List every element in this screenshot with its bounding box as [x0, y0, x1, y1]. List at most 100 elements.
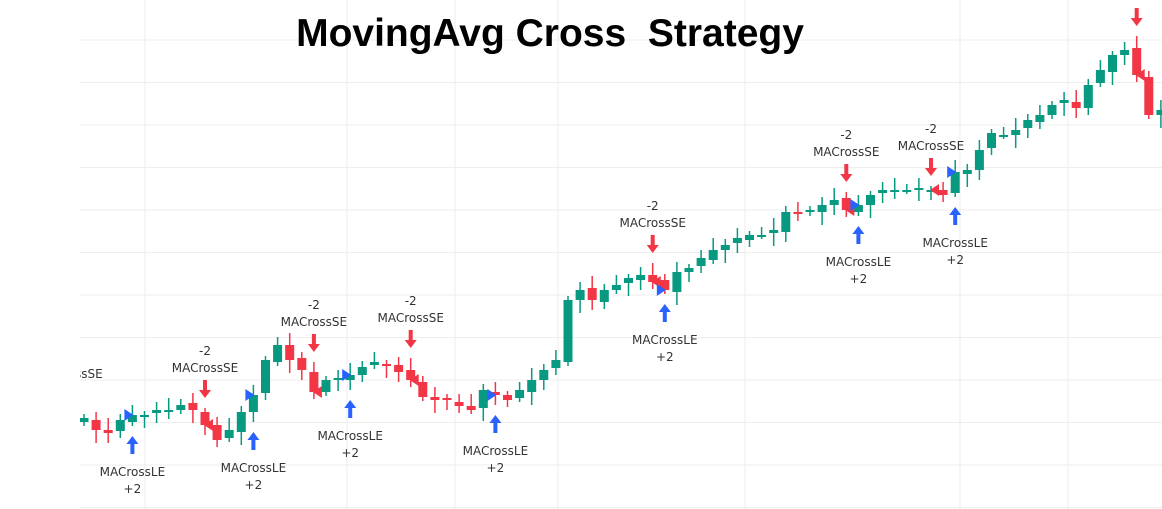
signal-label: MACrossSE [281, 315, 347, 329]
candle [212, 417, 222, 447]
candle [902, 184, 912, 194]
signal-label: MACrossSE [36, 367, 102, 381]
candle [890, 178, 900, 199]
arrow-up-icon [247, 432, 260, 450]
candle [261, 356, 270, 400]
plot-area: MACrossSE -2 MACrossLE +2 MACrossSE -2 MACross… [36, 0, 1162, 496]
candle-body [418, 382, 428, 397]
signal-qty: +2 [245, 478, 263, 492]
candle-body [781, 212, 791, 232]
signal-label: MACrossLE [221, 461, 287, 475]
candle [369, 352, 379, 369]
candle-body [297, 358, 307, 370]
candle [406, 358, 416, 387]
candle [1023, 114, 1033, 138]
candle [382, 360, 391, 378]
candle [696, 250, 706, 273]
candle [333, 370, 343, 391]
candle-body [152, 410, 162, 413]
candle-body [611, 285, 621, 290]
candle-body [127, 415, 137, 422]
signal-label: MACrossSE [1103, 0, 1162, 3]
candle [878, 182, 888, 203]
candle-body [321, 380, 331, 392]
candle-body [914, 188, 924, 190]
candle-body [987, 133, 996, 148]
candle-body [575, 290, 585, 300]
signal-label: MACrossSE [813, 145, 879, 159]
candle [164, 398, 174, 419]
candle-body [902, 190, 912, 192]
candle [309, 362, 319, 399]
candle-body [1035, 115, 1045, 122]
candle-body [1095, 70, 1105, 83]
candle [1095, 60, 1105, 87]
candle-body [1108, 55, 1117, 72]
signal-qty: +2 [341, 446, 359, 460]
signal-qty: +2 [487, 461, 505, 475]
triangle-right-icon [487, 389, 497, 401]
candle-body [853, 205, 863, 212]
short-entry-signal: MACrossSE-2 [898, 122, 964, 196]
signal-qty: +2 [124, 482, 142, 496]
candle [805, 206, 815, 216]
candle-body [817, 205, 827, 212]
candle-body [91, 420, 101, 430]
candle-body [672, 272, 682, 292]
signal-qty: -2 [63, 350, 75, 364]
short-entry-signal: MACrossSE-2 [172, 344, 238, 431]
signal-qty: -2 [840, 128, 852, 142]
candle-body [841, 198, 851, 210]
candle-body [745, 235, 754, 240]
grid [80, 0, 1162, 509]
candle-body [309, 372, 319, 392]
short-entry-signal: MACrossSE-2 [1103, 0, 1162, 81]
candle [672, 262, 682, 305]
long-entry-signal: MACrossLE +2 [632, 284, 698, 364]
candle-body [890, 190, 900, 192]
candle [454, 394, 464, 413]
candle-body [80, 418, 89, 422]
candle-body [648, 275, 658, 282]
candle [781, 206, 791, 242]
triangle-left-icon [68, 412, 77, 424]
candle [829, 188, 839, 215]
candle-body [1047, 105, 1057, 115]
triangle-left-icon [1135, 69, 1145, 81]
arrow-down-icon [404, 330, 417, 348]
candle [926, 186, 936, 200]
candle [599, 284, 609, 309]
triangle-left-icon [930, 184, 939, 196]
candle [817, 197, 827, 225]
candle-body [273, 345, 283, 362]
candle-body [708, 250, 718, 260]
candle-body [515, 390, 525, 398]
signal-label: MACrossSE [898, 139, 964, 153]
candle [1059, 92, 1069, 116]
candle [357, 361, 367, 382]
arrow-down-icon [199, 380, 211, 398]
arrow-down-icon [1130, 8, 1143, 26]
candle-body [503, 395, 512, 400]
candle [1047, 101, 1057, 119]
signal-qty: +2 [656, 350, 674, 364]
short-entry-signal: MACrossSE -2 [36, 350, 103, 424]
candle [1035, 105, 1045, 129]
candle-body [345, 375, 355, 380]
candle-body [200, 412, 210, 425]
arrow-up-icon [852, 226, 865, 244]
candle [91, 412, 101, 443]
candle [1156, 100, 1162, 128]
candle-body [599, 290, 609, 302]
candle [527, 368, 537, 405]
short-entry-signal: MACrossSE-2 [281, 298, 347, 398]
candle-body [757, 235, 767, 237]
candle-body [962, 170, 972, 174]
candle [551, 350, 561, 375]
signal-label: MACrossLE [463, 444, 529, 458]
candle [140, 411, 149, 428]
candle [297, 352, 307, 380]
candle-body [926, 190, 936, 192]
candle [793, 202, 803, 221]
candle [745, 231, 754, 247]
